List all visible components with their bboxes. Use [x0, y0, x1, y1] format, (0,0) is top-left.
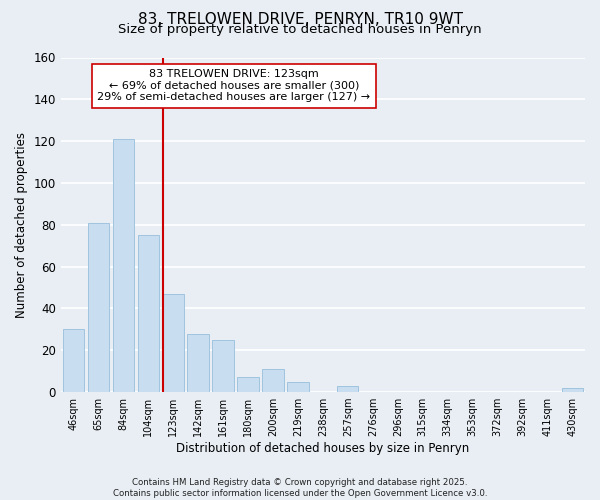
Bar	[137, 235, 159, 392]
Bar	[562, 388, 583, 392]
Bar	[113, 139, 134, 392]
Text: Contains HM Land Registry data © Crown copyright and database right 2025.
Contai: Contains HM Land Registry data © Crown c…	[113, 478, 487, 498]
Bar	[187, 334, 209, 392]
Bar	[88, 222, 109, 392]
Text: 83, TRELOWEN DRIVE, PENRYN, TR10 9WT: 83, TRELOWEN DRIVE, PENRYN, TR10 9WT	[137, 12, 463, 28]
Y-axis label: Number of detached properties: Number of detached properties	[15, 132, 28, 318]
Bar	[238, 378, 259, 392]
Text: Size of property relative to detached houses in Penryn: Size of property relative to detached ho…	[118, 22, 482, 36]
X-axis label: Distribution of detached houses by size in Penryn: Distribution of detached houses by size …	[176, 442, 470, 455]
Bar	[287, 382, 308, 392]
Text: 83 TRELOWEN DRIVE: 123sqm
← 69% of detached houses are smaller (300)
29% of semi: 83 TRELOWEN DRIVE: 123sqm ← 69% of detac…	[97, 69, 370, 102]
Bar	[163, 294, 184, 392]
Bar	[62, 330, 84, 392]
Bar	[337, 386, 358, 392]
Bar	[212, 340, 233, 392]
Bar	[262, 369, 284, 392]
